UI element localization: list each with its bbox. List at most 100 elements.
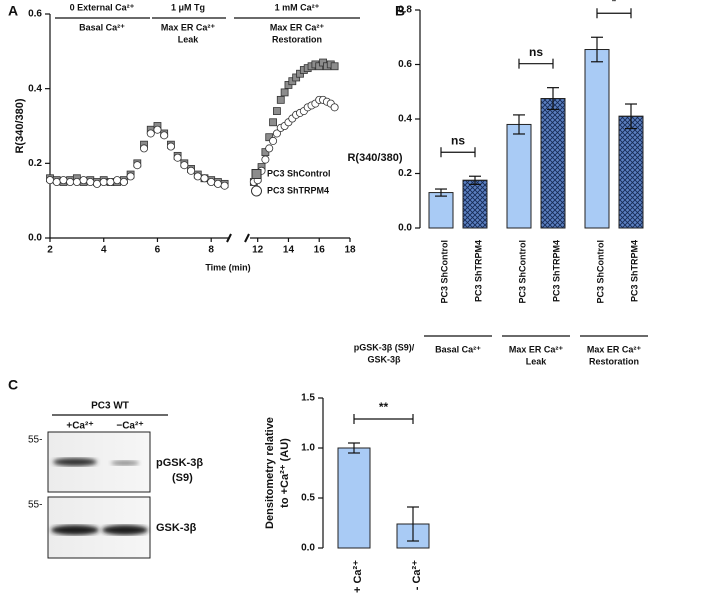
- x-tick-label: 4: [101, 245, 107, 256]
- x-tick-label: 8: [208, 245, 214, 256]
- data-point: [153, 125, 162, 134]
- bar-hatch: [618, 115, 644, 229]
- blot-title: PC3 WT: [91, 401, 129, 412]
- bar: [584, 49, 610, 229]
- sig-label: ns: [529, 45, 543, 59]
- panel-letter: A: [8, 3, 18, 19]
- data-point: [93, 179, 102, 188]
- blot-band: [51, 525, 99, 535]
- data-point: [193, 172, 202, 181]
- y-tick-label: 0.0: [301, 543, 315, 554]
- data-point: [119, 177, 128, 186]
- y-axis-title: to +Ca²⁺ (AU): [279, 438, 291, 508]
- data-point: [66, 177, 75, 186]
- bar: [337, 447, 371, 549]
- x-tick-label: 14: [283, 245, 295, 256]
- data-point: [126, 172, 135, 181]
- bar-hatch: [540, 98, 566, 229]
- phase-label: Max ER Ca²⁺: [270, 22, 325, 32]
- x-tick-label: PC3 ShControl: [439, 240, 449, 304]
- y-tick-label: 0.6: [398, 59, 412, 70]
- data-point: [330, 103, 339, 112]
- legend-swatch: [251, 185, 262, 197]
- panel-letter: B: [395, 3, 405, 19]
- data-point: [133, 161, 142, 170]
- y-axis-title: R(340/380): [347, 152, 402, 164]
- data-point: [272, 129, 281, 138]
- sig-label: ns: [451, 133, 465, 147]
- phase-label: Leak: [178, 34, 200, 44]
- data-point: [200, 174, 209, 183]
- data-point: [261, 155, 270, 164]
- bar-hatch: [462, 179, 488, 229]
- phase-label: 0 External Ca²⁺: [70, 2, 135, 12]
- lane-label: −Ca²⁺: [116, 421, 143, 432]
- data-point: [207, 177, 216, 186]
- x-tick-label: 16: [314, 245, 326, 256]
- y-tick-label: 0.2: [398, 168, 412, 179]
- x-tick-label: 6: [155, 245, 161, 256]
- axis-break: [244, 233, 250, 243]
- data-point: [113, 176, 122, 185]
- chart-title: GSK-3β: [368, 354, 402, 364]
- data-point: [86, 177, 95, 186]
- y-tick-label: 0.8: [398, 5, 412, 16]
- legend-label: PC3 ShTRPM4: [267, 185, 329, 195]
- phase-label: Basal Ca²⁺: [79, 22, 125, 32]
- data-point: [213, 179, 222, 188]
- x-tick-label: + Ca²⁺: [352, 560, 364, 593]
- data-point: [72, 177, 81, 186]
- x-tick-label: PC3 ShControl: [517, 240, 527, 304]
- data-point: [220, 181, 229, 190]
- data-point: [269, 136, 278, 145]
- x-tick-label: 12: [252, 245, 264, 256]
- data-point: [173, 153, 182, 162]
- data-point: [276, 95, 285, 104]
- data-point: [265, 144, 274, 153]
- x-tick-label: PC3 ShTRPM4: [473, 240, 483, 302]
- y-tick-label: 0.0: [28, 233, 42, 244]
- group-label: Max ER Ca²⁺: [587, 344, 642, 354]
- group-label: Leak: [526, 356, 548, 366]
- bar: [428, 192, 454, 229]
- x-axis-title: Time (min): [205, 262, 250, 272]
- x-tick-label: PC3 ShTRPM4: [551, 240, 561, 302]
- data-point: [180, 161, 189, 170]
- sig-label: *: [612, 0, 617, 8]
- data-point: [59, 176, 68, 185]
- y-tick-label: 0.5: [301, 493, 315, 504]
- bar: [506, 123, 532, 229]
- data-point: [269, 118, 277, 127]
- phase-label: 1 mM Ca²⁺: [275, 2, 320, 12]
- sig-label: **: [379, 400, 389, 414]
- data-point: [166, 142, 175, 151]
- blot-band: [53, 458, 97, 466]
- mw-marker: 55-: [28, 435, 42, 446]
- data-point: [160, 131, 169, 140]
- data-point: [46, 176, 55, 185]
- blot-band: [111, 460, 139, 466]
- y-tick-label: 1.5: [301, 393, 315, 404]
- blot-band: [102, 525, 148, 535]
- data-point: [146, 129, 155, 138]
- data-point: [99, 177, 108, 186]
- y-tick-label: 0.6: [28, 9, 42, 20]
- data-point: [106, 177, 115, 186]
- y-axis-title: Densitometry relative: [264, 417, 276, 529]
- y-tick-label: 1.0: [301, 443, 315, 454]
- phase-label: 1 μM Tg: [171, 2, 205, 12]
- group-label: Basal Ca²⁺: [435, 344, 481, 354]
- x-tick-label: PC3 ShControl: [595, 240, 605, 304]
- data-point: [52, 177, 61, 186]
- panel-letter: C: [8, 377, 18, 393]
- legend-label: PC3 ShControl: [267, 168, 331, 178]
- y-axis-title: R(340/380): [14, 98, 26, 153]
- phase-label: Restoration: [272, 34, 322, 44]
- row-label: (S9): [172, 472, 193, 484]
- x-tick-label: - Ca²⁺: [411, 560, 423, 590]
- data-point: [187, 166, 196, 175]
- group-label: Restoration: [589, 356, 639, 366]
- mw-marker: 55-: [28, 500, 42, 511]
- y-tick-label: 0.4: [28, 83, 42, 94]
